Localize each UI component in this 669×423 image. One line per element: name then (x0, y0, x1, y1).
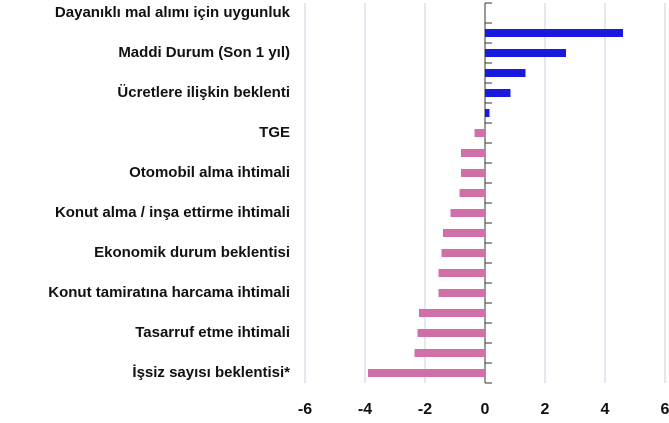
bar (461, 169, 485, 177)
category-label: Ücretlere ilişkin beklenti (117, 84, 290, 101)
category-label: İşsiz sayısı beklentisi* (132, 364, 290, 381)
bar (474, 129, 485, 137)
category-label: Konut tamiratına harcama ihtimali (48, 284, 290, 301)
category-label: Konut alma / inşa ettirme ihtimali (55, 204, 290, 221)
bar (450, 209, 485, 217)
category-label: TGE (259, 124, 290, 141)
bar (461, 149, 485, 157)
bar (438, 289, 485, 297)
bar (485, 109, 490, 117)
bar (485, 89, 511, 97)
bar (443, 229, 485, 237)
bar (485, 49, 566, 57)
bar (368, 369, 485, 377)
x-tick-label: -2 (418, 401, 432, 418)
bar (417, 329, 485, 337)
bar (441, 249, 485, 257)
x-tick-label: -4 (358, 401, 372, 418)
bar (485, 29, 623, 37)
x-tick-label: 4 (601, 401, 610, 418)
bar (485, 69, 526, 77)
x-tick-label: 2 (541, 401, 550, 418)
category-label: Ekonomik durum beklentisi (94, 244, 290, 261)
x-tick-label: 0 (481, 401, 490, 418)
bar (438, 269, 485, 277)
category-label: Tasarruf etme ihtimali (135, 324, 290, 341)
bar (419, 309, 485, 317)
bar (414, 349, 485, 357)
x-tick-label: -6 (298, 401, 312, 418)
category-label: Otomobil alma ihtimali (129, 164, 290, 181)
category-label: Dayanıklı mal alımı için uygunluk (55, 4, 291, 21)
bar (459, 189, 485, 197)
x-tick-label: 6 (661, 401, 669, 418)
category-label: Maddi Durum (Son 1 yıl) (118, 44, 290, 61)
